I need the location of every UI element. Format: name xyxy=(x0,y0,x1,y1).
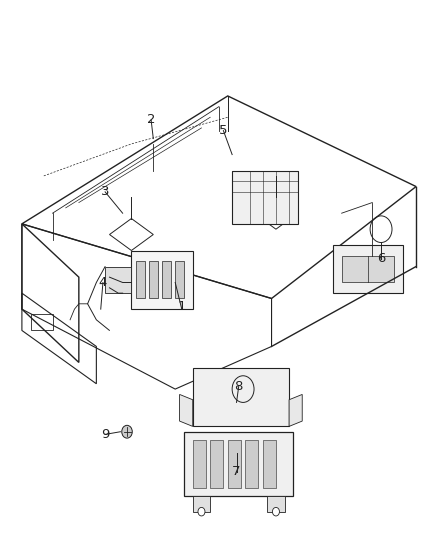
Text: 9: 9 xyxy=(101,428,110,441)
Polygon shape xyxy=(193,368,289,426)
Polygon shape xyxy=(131,251,193,309)
Polygon shape xyxy=(333,245,403,293)
Text: 1: 1 xyxy=(177,300,186,313)
Circle shape xyxy=(122,425,132,438)
Polygon shape xyxy=(263,440,276,488)
Polygon shape xyxy=(184,432,293,496)
Text: 6: 6 xyxy=(377,252,385,265)
Polygon shape xyxy=(267,496,285,512)
Polygon shape xyxy=(193,440,206,488)
Text: 4: 4 xyxy=(99,276,107,289)
Polygon shape xyxy=(245,440,258,488)
Polygon shape xyxy=(228,440,241,488)
Polygon shape xyxy=(162,261,171,298)
Text: 5: 5 xyxy=(219,124,228,137)
Text: 7: 7 xyxy=(232,465,241,478)
Polygon shape xyxy=(105,266,131,293)
Polygon shape xyxy=(193,496,210,512)
Polygon shape xyxy=(289,394,302,426)
Polygon shape xyxy=(149,261,158,298)
Circle shape xyxy=(272,507,279,516)
Polygon shape xyxy=(136,261,145,298)
Polygon shape xyxy=(180,394,193,426)
Circle shape xyxy=(198,507,205,516)
Text: 2: 2 xyxy=(147,114,155,126)
Polygon shape xyxy=(175,261,184,298)
Text: 3: 3 xyxy=(101,185,110,198)
Text: 8: 8 xyxy=(234,380,243,393)
Polygon shape xyxy=(342,256,394,282)
Polygon shape xyxy=(232,171,298,224)
Polygon shape xyxy=(210,440,223,488)
